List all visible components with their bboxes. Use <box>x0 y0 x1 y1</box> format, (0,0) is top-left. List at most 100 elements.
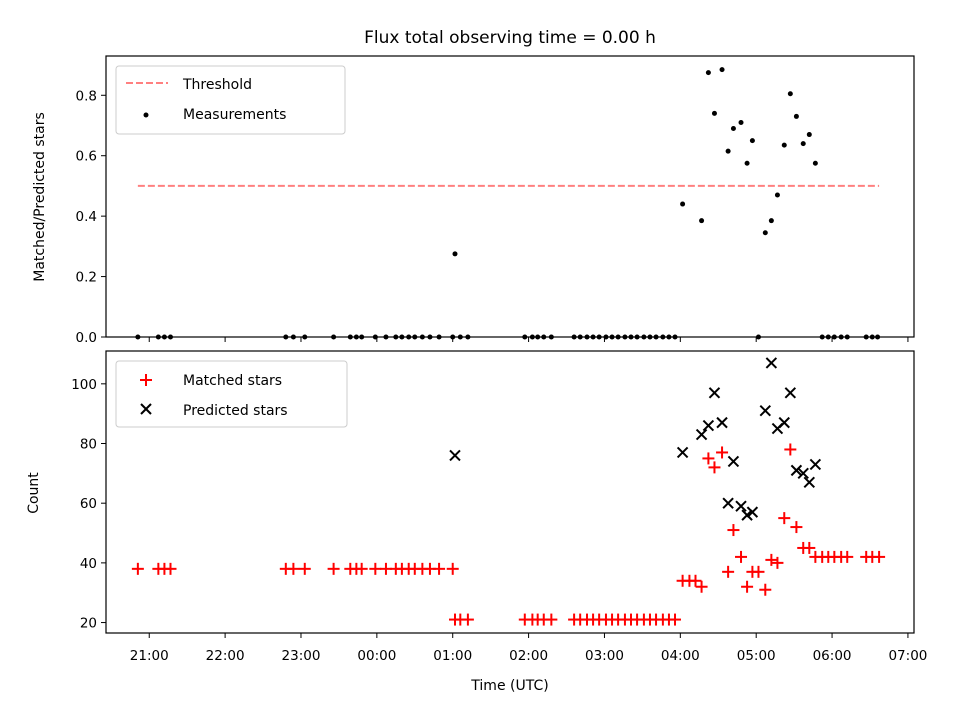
matched-star-point <box>164 562 177 575</box>
bottom-y-ticks: 20 40 60 80 100 <box>71 377 106 632</box>
predicted-star-point <box>759 404 772 417</box>
measurement-point <box>787 91 793 97</box>
predicted-star-point <box>797 467 809 480</box>
predicted-star-point <box>449 449 461 462</box>
measurement-point <box>762 230 768 236</box>
top-y-tick-label: 0.0 <box>76 330 97 346</box>
measurement-point <box>680 201 686 207</box>
top-legend-box <box>115 65 346 135</box>
matched-star-point <box>803 541 816 554</box>
matched-star-point <box>689 574 702 587</box>
measurements-legend-swatch <box>143 112 149 118</box>
predicted-star-point <box>746 506 759 518</box>
bottom-x-tick-label: 05:00 <box>737 648 776 664</box>
bottom-x-tick-label: 22:00 <box>206 648 245 664</box>
top-y-tick-label: 0.8 <box>76 88 97 104</box>
top-panel: 0.00.20.40.60.8 Matched/Predicted stars … <box>32 55 915 346</box>
bottom-y-tick-label: 100 <box>71 377 97 393</box>
bottom-x-ticks: 21:00 22:00 23:00 00:00 01:00 02:00 03:00 04:00… <box>130 633 927 664</box>
measurement-point <box>699 218 705 224</box>
matched-star-point <box>771 556 784 569</box>
measurement-point <box>806 132 812 138</box>
matched-star-point <box>722 565 735 578</box>
measurement-point <box>719 67 725 73</box>
bottom-axes-frame <box>105 350 915 634</box>
matched-star-point <box>461 613 474 626</box>
predicted-star-point <box>741 509 753 521</box>
top-plot-area <box>135 67 881 340</box>
bottom-x-tick-label: 01:00 <box>433 648 472 664</box>
threshold-legend-label: Threshold <box>182 77 252 93</box>
matched-star-point <box>545 613 558 626</box>
matched-star-point <box>841 550 854 563</box>
matched-star-point <box>131 562 144 575</box>
bottom-x-tick-label: 03:00 <box>585 648 624 664</box>
matched-star-point <box>735 550 748 563</box>
predicted-star-point <box>722 497 734 509</box>
matched-star-point <box>669 613 682 626</box>
top-y-tick-label: 0.2 <box>76 270 97 286</box>
measurement-point <box>800 141 806 147</box>
predicted-legend-swatch <box>140 403 152 415</box>
measurement-point <box>452 251 458 257</box>
matched-star-point <box>716 446 729 459</box>
predicted-star-point <box>803 476 816 489</box>
bottom-x-tick-label: 23:00 <box>282 648 321 664</box>
chart-title: Flux total observing time = 0.00 h <box>364 28 656 48</box>
measurement-point <box>705 70 711 76</box>
bottom-y-tick-label: 40 <box>80 556 97 572</box>
bottom-panel: 20 40 60 80 100 21:00 22:00 23:00 00:00 01:00 02:… <box>26 350 927 694</box>
matched-star-point <box>298 562 311 575</box>
bottom-x-tick-label: 06:00 <box>813 648 852 664</box>
matched-star-point <box>727 524 740 537</box>
bottom-y-tick-label: 20 <box>80 616 97 632</box>
predicted-legend-label: Predicted stars <box>183 403 288 419</box>
matched-star-point <box>446 562 459 575</box>
predicted-star-point <box>716 416 728 429</box>
matched-star-point <box>752 565 765 578</box>
predicted-star-point <box>727 455 740 468</box>
measurement-point <box>768 218 774 224</box>
predicted-star-point <box>702 419 715 432</box>
predicted-star-point <box>809 458 822 471</box>
bottom-x-tick-label: 00:00 <box>357 648 396 664</box>
top-y-ticks: 0.0 0.2 0.4 0.6 0.8 <box>76 88 106 346</box>
predicted-star-point <box>790 464 803 477</box>
predicted-star-point <box>708 387 721 399</box>
top-y-tick-label: 0.4 <box>76 209 97 225</box>
matched-star-point <box>778 512 791 525</box>
bottom-plot-area <box>131 357 886 626</box>
predicted-star-point <box>735 500 747 512</box>
matched-star-point <box>790 521 803 534</box>
top-axes-frame <box>105 55 915 338</box>
measurements-legend-label: Measurements <box>183 107 286 123</box>
measurement-point <box>730 126 736 132</box>
matched-star-point <box>741 580 754 593</box>
bottom-x-tick-label: 07:00 <box>888 648 927 664</box>
bottom-x-tick-label: 02:00 <box>509 648 548 664</box>
top-y-tick-label: 0.6 <box>76 149 97 165</box>
bottom-y-axis-label: Count <box>26 472 42 514</box>
matched-star-point <box>695 580 708 593</box>
matched-star-point <box>327 562 340 575</box>
matched-star-point <box>433 562 446 575</box>
matched-legend-label: Matched stars <box>183 373 282 389</box>
matched-star-point <box>702 452 715 465</box>
matched-star-point <box>287 562 300 575</box>
bottom-y-tick-label: 60 <box>80 496 97 512</box>
predicted-star-point <box>765 357 778 369</box>
matched-star-point <box>873 550 886 563</box>
top-legend: Threshold Measurements <box>115 65 346 135</box>
measurement-point <box>749 138 755 144</box>
matched-star-point <box>765 553 778 566</box>
bottom-legend-box <box>115 360 348 428</box>
bottom-legend: Matched stars Predicted stars <box>115 360 348 428</box>
matched-star-point <box>369 562 382 575</box>
predicted-star-point <box>778 416 790 429</box>
bottom-y-tick-label: 80 <box>80 437 97 453</box>
bottom-x-axis-label: Time (UTC) <box>470 678 548 694</box>
bottom-x-tick-label: 04:00 <box>661 648 700 664</box>
matched-star-point <box>759 583 772 596</box>
matched-star-point <box>355 562 368 575</box>
matched-legend-swatch <box>140 374 152 386</box>
